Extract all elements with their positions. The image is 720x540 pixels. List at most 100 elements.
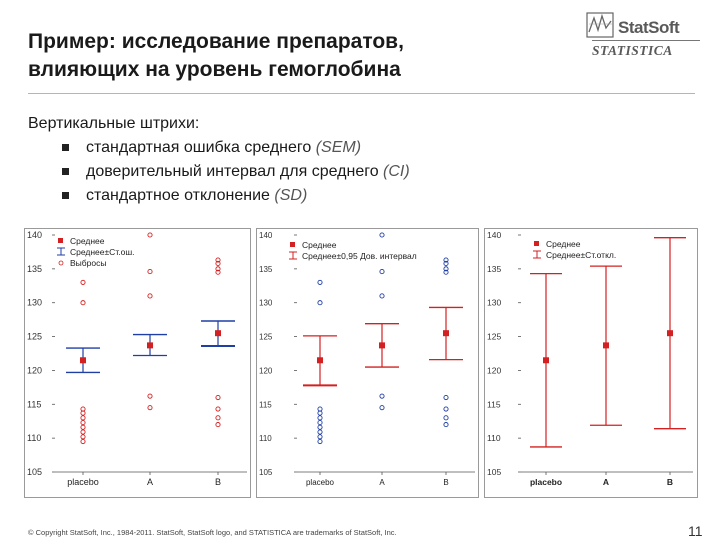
outlier-point — [80, 438, 86, 445]
page-title-line1: Пример: исследование препаратов, — [28, 30, 404, 53]
outlier-point — [215, 422, 221, 428]
legend-label: Выбросы — [70, 258, 106, 268]
x-tick-label: B — [443, 478, 448, 487]
list-item-text: стандартная ошибка среднего — [86, 139, 312, 156]
outlier-point — [443, 269, 449, 275]
outlier-point — [379, 405, 385, 411]
outlier-point — [379, 293, 385, 299]
legend-outlier-swatch — [58, 260, 64, 266]
legend-label: Среднее — [546, 239, 581, 249]
y-tick-label: 135 — [487, 264, 501, 274]
outlier-point — [80, 406, 86, 412]
intro-heading: Вертикальные штрихи: — [28, 115, 200, 132]
outlier-point — [80, 279, 86, 285]
outlier-point — [215, 269, 221, 275]
y-tick-label: 105 — [27, 467, 42, 477]
outlier-point — [80, 434, 86, 440]
y-tick-label: 125 — [27, 332, 42, 342]
list-item: доверительный интервал для среднего (CI) — [62, 160, 410, 184]
list-item-abbr: (SD) — [274, 187, 308, 204]
page-title-line2: влияющих на уровень гемоглобина — [28, 58, 401, 81]
outlier-point — [215, 394, 221, 401]
y-tick-label: 120 — [259, 366, 273, 375]
outlier-point — [80, 300, 86, 306]
outlier-point — [80, 424, 86, 430]
list-item: стандартная ошибка среднего (SEM) — [62, 136, 410, 160]
x-tick-label: B — [215, 477, 221, 487]
y-tick-label: 110 — [487, 433, 501, 443]
legend-label: Среднее — [302, 240, 337, 250]
y-tick-label: 135 — [259, 265, 273, 274]
y-tick-label: 115 — [487, 399, 501, 409]
list-item-abbr: (SEM) — [315, 139, 362, 156]
outlier-point — [443, 257, 449, 263]
mean-marker — [603, 342, 609, 349]
outlier-point — [215, 415, 221, 421]
x-tick-label: A — [603, 477, 609, 487]
outlier-point — [147, 232, 153, 238]
mean-marker — [147, 342, 153, 349]
mean-marker — [215, 330, 221, 337]
outlier-point — [317, 406, 323, 412]
outlier-point — [317, 429, 323, 435]
page-number: 11 — [688, 523, 703, 539]
outlier-point — [215, 257, 221, 263]
legend-mean-swatch — [58, 238, 63, 243]
x-tick-label: placebo — [306, 478, 335, 487]
y-tick-label: 130 — [27, 298, 42, 308]
y-tick-label: 105 — [259, 468, 273, 477]
outlier-point — [443, 406, 449, 412]
y-tick-label: 110 — [27, 433, 41, 443]
outlier-point — [379, 393, 385, 399]
y-tick-label: 125 — [259, 333, 273, 342]
y-tick-label: 140 — [27, 230, 42, 240]
outlier-point — [317, 438, 323, 445]
y-tick-label: 120 — [487, 365, 501, 375]
legend-label: Среднее±0,95 Дов. интервал — [302, 251, 417, 261]
outlier-point — [80, 410, 86, 416]
outlier-point — [443, 422, 449, 428]
chart-panel-ci: 105 110 115 120 125 130 135 140 placebo A B Среднее… — [256, 228, 479, 498]
outlier-point — [215, 260, 221, 266]
y-tick-label: 130 — [259, 299, 273, 308]
statsoft-logo-icon — [586, 12, 614, 38]
outlier-point — [215, 406, 221, 412]
statsoft-logo: StatSoft STATISTICA — [586, 12, 702, 62]
y-tick-label: 115 — [27, 399, 41, 409]
chart-panel-sem: 105 110 115 120 125 130 135 140 placebo A B Среднее… — [24, 228, 251, 498]
logo-name: StatSoft — [618, 18, 680, 37]
y-tick-label: 140 — [259, 231, 273, 240]
mean-marker — [80, 357, 86, 364]
outlier-point — [147, 393, 153, 399]
y-tick-label: 105 — [487, 467, 501, 477]
outlier-point — [80, 415, 86, 421]
outlier-point — [317, 424, 323, 430]
outlier-point — [80, 420, 86, 426]
logo-divider — [592, 40, 700, 41]
legend-label: Среднее±Ст.ош. — [70, 247, 135, 257]
x-tick-label: placebo — [67, 477, 99, 487]
bullet-icon — [62, 144, 69, 151]
mean-marker — [379, 342, 385, 349]
logo-product: STATISTICA — [592, 43, 673, 58]
outlier-point — [379, 232, 385, 238]
bullet-icon — [62, 168, 69, 175]
outlier-point — [317, 300, 323, 306]
bullet-icon — [62, 192, 69, 199]
outlier-point — [147, 405, 153, 411]
list-item: стандартное отклонение (SD) — [62, 184, 410, 208]
list-item-text: доверительный интервал для среднего — [86, 163, 379, 180]
chart-ci: 105 110 115 120 125 130 135 140 placebo A B Среднее… — [259, 231, 475, 487]
x-tick-label: A — [147, 477, 153, 487]
header-divider — [28, 93, 695, 94]
outlier-point — [443, 266, 449, 272]
outlier-point — [317, 434, 323, 440]
mean-marker — [317, 357, 323, 364]
outlier-point — [317, 415, 323, 421]
copyright-text: © Copyright StatSoft, Inc., 1984-2011. S… — [28, 528, 397, 537]
chart-sd: 105 110 115 120 125 130 135 140 placebo A B Среднее… — [487, 230, 693, 487]
chart-panel-sd: 105 110 115 120 125 130 135 140 placebo A B Среднее… — [484, 228, 698, 498]
outlier-point — [379, 269, 385, 275]
legend-label: Среднее±Ст.откл. — [546, 250, 616, 260]
y-tick-label: 120 — [27, 365, 42, 375]
